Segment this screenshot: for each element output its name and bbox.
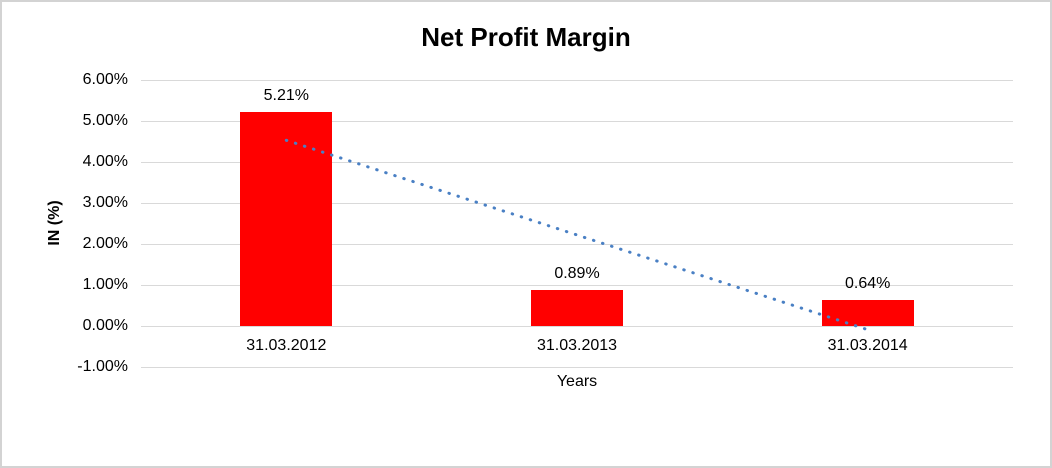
y-tick-label: 2.00% <box>82 235 128 252</box>
x-tick-label: 31.03.2012 <box>246 337 327 354</box>
y-tick-label: -1.00% <box>77 358 128 375</box>
y-tick-label: 4.00% <box>82 153 128 170</box>
y-tick-label: 0.00% <box>82 317 128 334</box>
bar <box>240 112 333 326</box>
y-tick-label: 5.00% <box>82 112 128 129</box>
bar <box>821 299 914 326</box>
bar-value-label: 0.89% <box>554 264 600 282</box>
gridline <box>141 80 1013 81</box>
gridline <box>141 121 1013 122</box>
y-tick-label: 3.00% <box>82 194 128 211</box>
x-tick-label: 31.03.2013 <box>536 337 618 354</box>
chart-title: Net Profit Margin <box>421 22 631 52</box>
x-tick-label: 31.03.2014 <box>827 337 908 354</box>
x-axis-title: Years <box>556 373 598 390</box>
y-tick-label: 1.00% <box>82 276 128 293</box>
bar-value-label: 5.21% <box>263 87 310 105</box>
bar <box>531 289 623 326</box>
gridline <box>141 367 1013 368</box>
bar-value-label: 0.64% <box>844 274 891 292</box>
gridline <box>141 326 1013 327</box>
y-tick-label: 6.00% <box>82 71 128 88</box>
